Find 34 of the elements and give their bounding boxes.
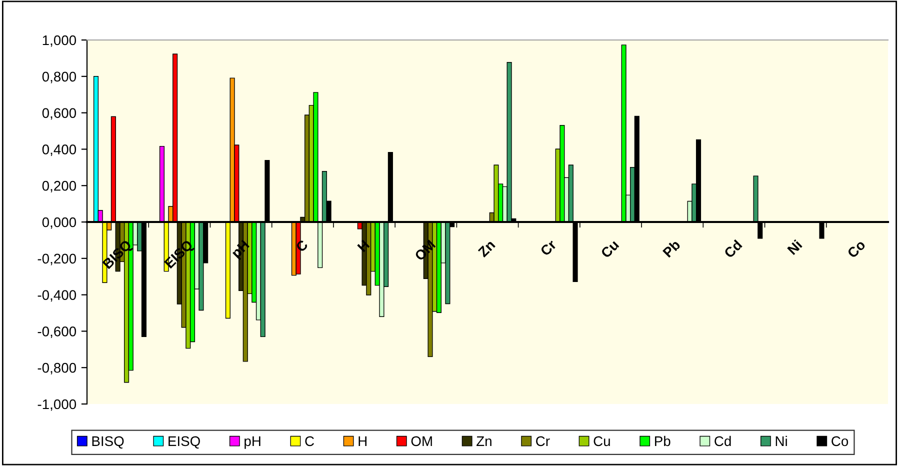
x-tick-label: Pb	[662, 239, 681, 258]
x-tick-label: H	[357, 240, 370, 252]
y-tick-label: 0,800	[42, 72, 76, 84]
y-tick-label: -0,800	[38, 362, 76, 374]
x-tick-label: Zn	[478, 240, 496, 258]
legend-label: Ni	[776, 436, 787, 446]
legend-label: H	[358, 436, 366, 446]
legend-label: C	[305, 436, 314, 446]
y-tick-label: 0,000	[42, 217, 76, 229]
legend-label: Cr	[536, 436, 550, 446]
legend-label: Pb	[655, 436, 670, 446]
y-tick-label: 0,400	[42, 144, 76, 156]
legend-label: EISQ	[168, 436, 200, 449]
legend-label: BISQ	[92, 436, 124, 449]
x-tick-label: Cu	[600, 240, 620, 259]
x-tick-label: Co	[846, 239, 866, 259]
x-tick-label: Ni	[786, 239, 802, 255]
legend-label: Cu	[594, 436, 610, 446]
legend-label: Zn	[476, 436, 492, 446]
x-tick-label: C	[295, 239, 309, 253]
legend-label: pH	[244, 436, 260, 449]
y-tick-label: -0,200	[38, 254, 76, 266]
y-tick-label: -0,400	[38, 290, 76, 302]
x-tick-label: OM	[414, 240, 436, 262]
x-tick-label: Cd	[723, 239, 742, 259]
legend-label: Cd	[714, 436, 731, 446]
legend-label: OM	[411, 436, 432, 446]
legend-label: Co	[832, 436, 848, 446]
y-tick-label: 0,200	[42, 180, 76, 192]
x-tick-label: Cr	[540, 239, 558, 256]
y-tick-label: -0,600	[38, 326, 76, 338]
y-tick-label: 1,000	[42, 35, 76, 47]
y-tick-label: -1,000	[38, 399, 76, 411]
y-tick-label: 0,600	[42, 108, 76, 120]
